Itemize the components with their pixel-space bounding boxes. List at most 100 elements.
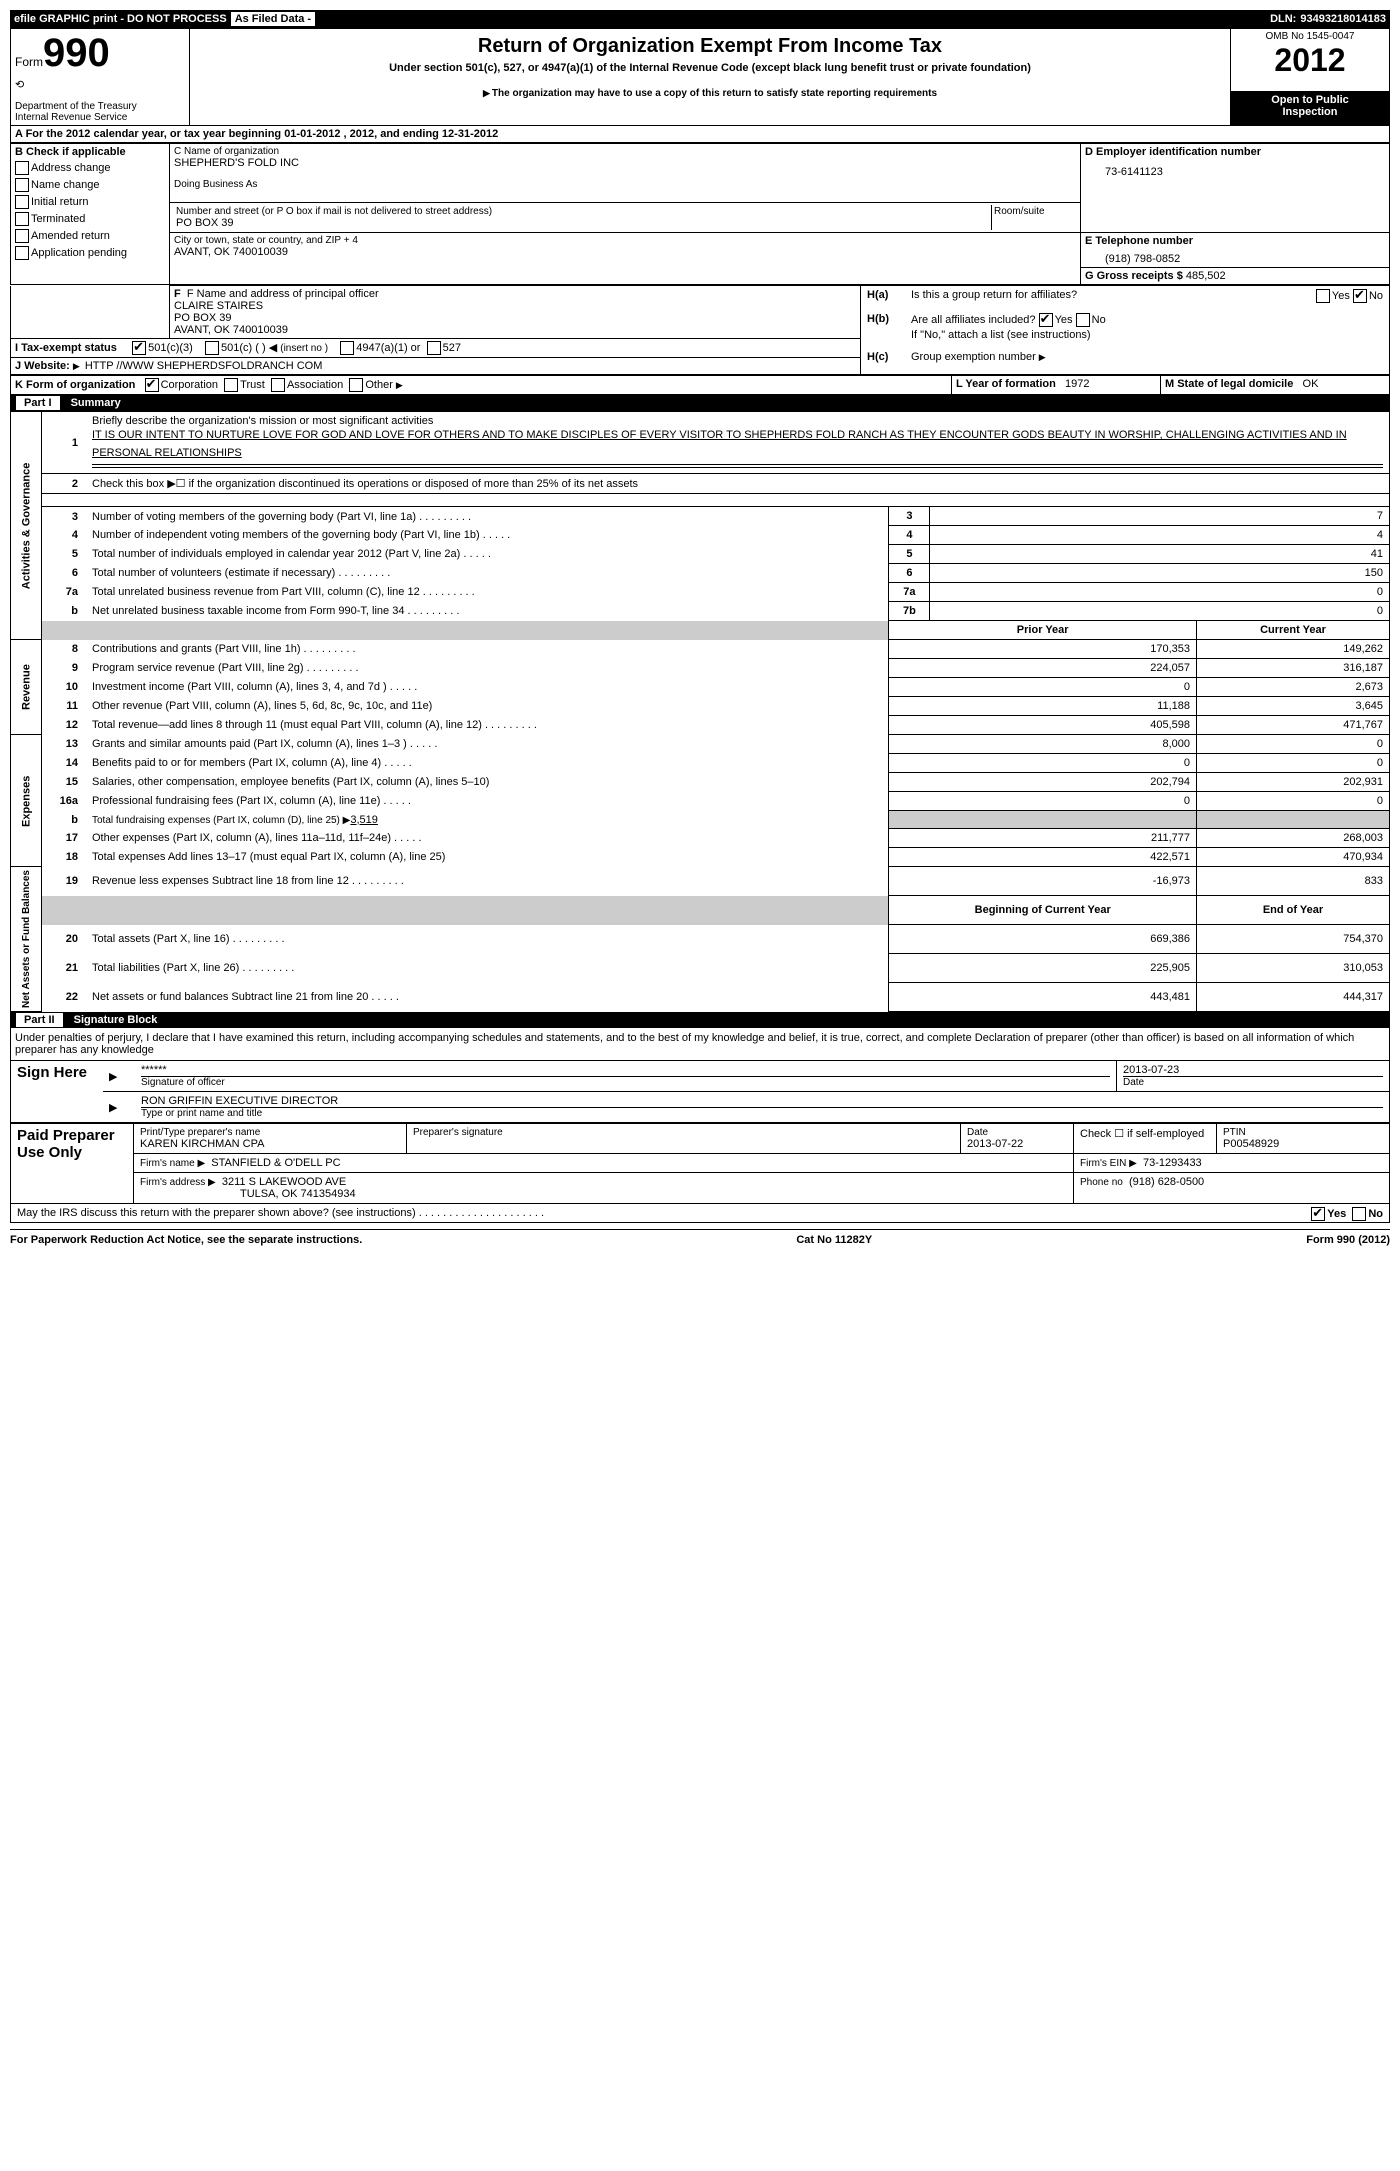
chk-501c[interactable] — [205, 341, 219, 355]
lbl-assoc: Association — [287, 379, 343, 391]
irs-label: Internal Revenue Service — [15, 112, 185, 123]
p11: 11,188 — [889, 697, 1197, 716]
chk-trust[interactable] — [224, 378, 238, 392]
chk-527[interactable] — [427, 341, 441, 355]
lbl-corp: Corporation — [161, 379, 218, 391]
lbl-initial-return: Initial return — [31, 196, 88, 208]
signature-table: Sign Here ▶ ****** Signature of officer … — [10, 1060, 1390, 1123]
officer-addr2: AVANT, OK 740010039 — [174, 324, 856, 336]
lbl-no-ha: No — [1369, 290, 1383, 302]
chk-discuss-no[interactable] — [1352, 1207, 1366, 1221]
line22-label: Net assets or fund balances Subtract lin… — [92, 991, 368, 1003]
line15-label: Salaries, other compensation, employee b… — [92, 776, 489, 788]
klm-table: K Form of organization Corporation Trust… — [10, 375, 1390, 395]
form-word: Form — [15, 55, 43, 69]
firm-addr2: TULSA, OK 741354934 — [240, 1188, 1067, 1200]
org-name: SHEPHERD'S FOLD INC — [174, 157, 1076, 169]
state-domicile: OK — [1303, 378, 1319, 390]
chk-assoc[interactable] — [271, 378, 285, 392]
city-value: AVANT, OK 740010039 — [174, 246, 1076, 258]
prep-name: KAREN KIRCHMAN CPA — [140, 1138, 400, 1150]
form-header-table: Form990 ⟲ Department of the Treasury Int… — [10, 28, 1390, 126]
website-url: HTTP //WWW SHEPHERDSFOLDRANCH COM — [85, 360, 323, 372]
firm-phone: (918) 628-0500 — [1129, 1176, 1204, 1188]
chk-app-pending[interactable] — [15, 246, 29, 260]
part2-header: Part II Signature Block — [10, 1012, 1390, 1028]
chk-name-change[interactable] — [15, 178, 29, 192]
chk-address-change[interactable] — [15, 161, 29, 175]
line13-label: Grants and similar amounts paid (Part IX… — [92, 738, 407, 750]
footer-right: Form 990 (2012) — [1306, 1234, 1390, 1246]
section-e-label: E Telephone number — [1085, 235, 1385, 247]
chk-initial-return[interactable] — [15, 195, 29, 209]
side-revenue: Revenue — [11, 640, 42, 735]
officer-printed-name: RON GRIFFIN EXECUTIVE DIRECTOR — [141, 1095, 1383, 1107]
dots: . . . . . — [381, 757, 412, 769]
chk-amended[interactable] — [15, 229, 29, 243]
dots: . . . . . — [480, 529, 511, 541]
chk-terminated[interactable] — [15, 212, 29, 226]
side-net-assets: Net Assets or Fund Balances — [11, 867, 42, 1012]
side-activities-governance: Activities & Governance — [11, 412, 42, 640]
line-l-label: L Year of formation — [956, 378, 1056, 390]
val-5: 41 — [930, 545, 1390, 564]
line-i-label: I Tax-exempt status — [15, 342, 117, 354]
lbl-yes-hb: Yes — [1055, 314, 1073, 326]
p12: 405,598 — [889, 716, 1197, 735]
firm-name: STANFIELD & O'DELL PC — [211, 1157, 340, 1169]
chk-ha-no[interactable] — [1353, 289, 1367, 303]
p20: 669,386 — [889, 925, 1197, 954]
paid-preparer: Paid Preparer Use Only — [17, 1127, 127, 1161]
chk-ha-yes[interactable] — [1316, 289, 1330, 303]
c8: 149,262 — [1197, 640, 1390, 659]
dots: . . . . . . . . . . . . . . . . . . . . … — [419, 1207, 544, 1219]
line21-label: Total liabilities (Part X, line 26) — [92, 962, 239, 974]
p21: 225,905 — [889, 954, 1197, 983]
c9: 316,187 — [1197, 659, 1390, 678]
dots: . . . . . . . . . — [482, 719, 537, 731]
chk-hb-no[interactable] — [1076, 313, 1090, 327]
line8-label: Contributions and grants (Part VIII, lin… — [92, 643, 301, 655]
c13: 0 — [1197, 735, 1390, 754]
line6-label: Total number of volunteers (estimate if … — [92, 567, 335, 579]
form-note: The organization may have to use a copy … — [492, 88, 937, 99]
line10-label: Investment income (Part VIII, column (A)… — [92, 681, 387, 693]
dots: . . . . . . . . . — [404, 605, 459, 617]
prep-name-label: Print/Type preparer's name — [140, 1127, 400, 1138]
line2-text: Check this box ▶☐ if the organization di… — [86, 474, 1390, 494]
footer-left: For Paperwork Reduction Act Notice, see … — [10, 1234, 362, 1246]
street-label: Number and street (or P O box if mail is… — [176, 206, 989, 217]
p13: 8,000 — [889, 735, 1197, 754]
ptin-value: P00548929 — [1223, 1138, 1383, 1150]
phone-value: (918) 798-0852 — [1105, 253, 1385, 265]
chk-other[interactable] — [349, 378, 363, 392]
chk-4947[interactable] — [340, 341, 354, 355]
p8: 170,353 — [889, 640, 1197, 659]
part2-label: Part II — [16, 1013, 63, 1027]
c22: 444,317 — [1197, 983, 1390, 1012]
line16a-label: Professional fundraising fees (Part IX, … — [92, 795, 380, 807]
val-3: 7 — [930, 507, 1390, 526]
p16a: 0 — [889, 792, 1197, 811]
line-m-label: M State of legal domicile — [1165, 378, 1293, 390]
line18-label: Total expenses Add lines 13–17 (must equ… — [92, 851, 445, 863]
lbl-527: 527 — [443, 342, 461, 354]
chk-501c3[interactable] — [132, 341, 146, 355]
val-4: 4 — [930, 526, 1390, 545]
perjury-statement: Under penalties of perjury, I declare th… — [10, 1028, 1390, 1060]
val-7b: 0 — [930, 602, 1390, 621]
section-f-label: F Name and address of principal officer — [187, 288, 379, 300]
sig-officer-label: Signature of officer — [141, 1076, 1110, 1088]
chk-discuss-yes[interactable] — [1311, 1207, 1325, 1221]
dept-treasury: Department of the Treasury — [15, 101, 185, 112]
p22: 443,481 — [889, 983, 1197, 1012]
lbl-4947: 4947(a)(1) or — [356, 342, 420, 354]
chk-hb-yes[interactable] — [1039, 313, 1053, 327]
line19-label: Revenue less expenses Subtract line 18 f… — [92, 875, 349, 887]
c12: 471,767 — [1197, 716, 1390, 735]
ha-question: Is this a group return for affiliates? — [909, 288, 1261, 304]
chk-corp[interactable] — [145, 378, 159, 392]
part1-label: Part I — [16, 396, 60, 410]
firm-addr-label: Firm's address ▶ — [140, 1177, 216, 1188]
line-a: A For the 2012 calendar year, or tax yea… — [10, 126, 1390, 143]
